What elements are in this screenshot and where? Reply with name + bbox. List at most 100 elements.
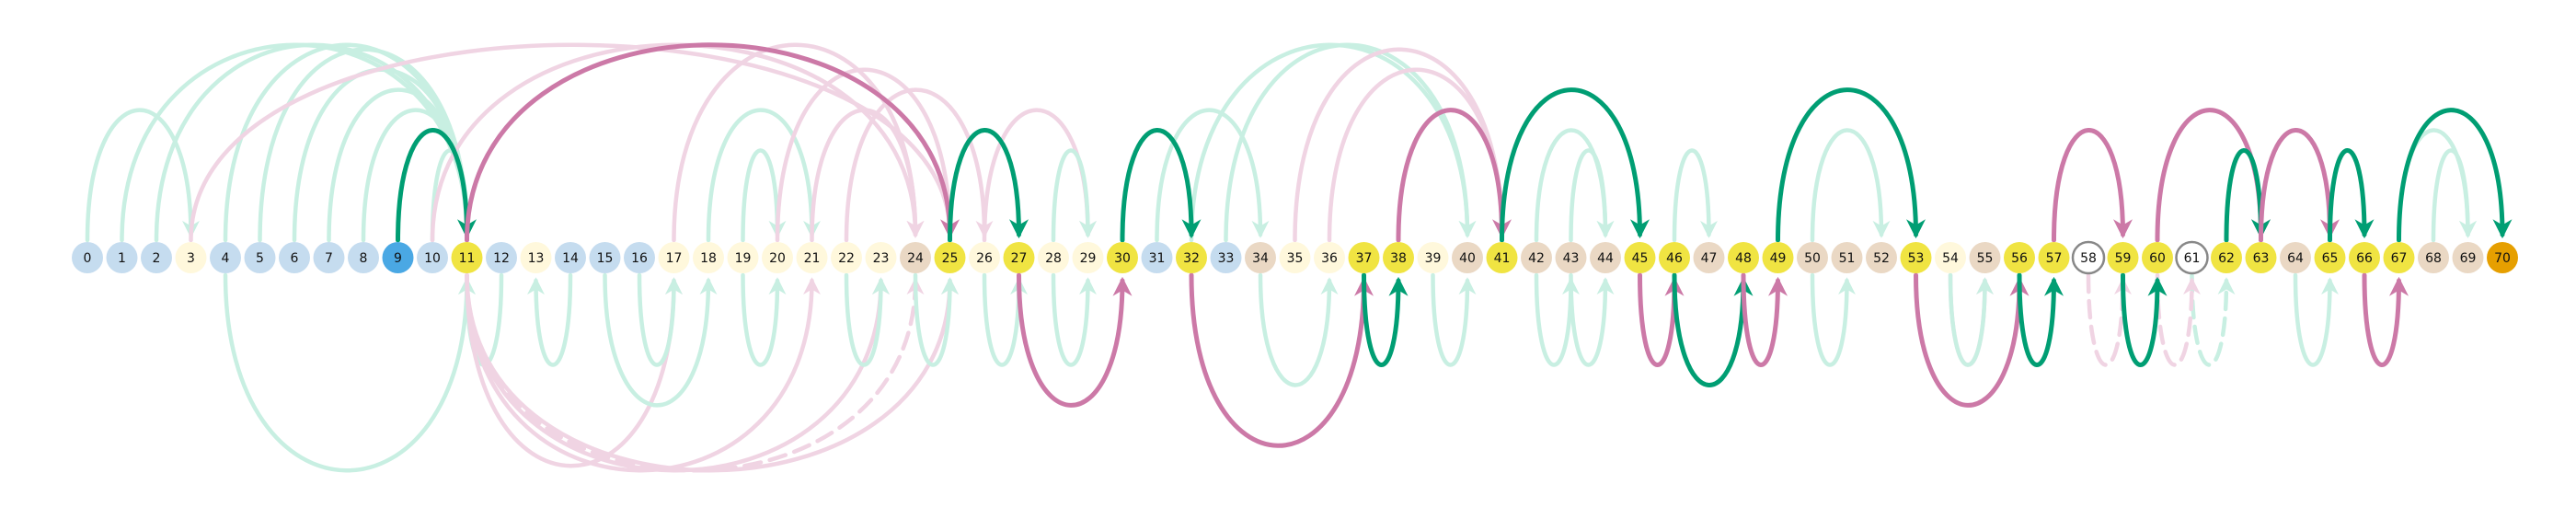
node-3: 3 [175,242,207,273]
node-54: 54 [1935,242,1966,273]
node-circle [1245,242,1276,273]
node-label: 69 [2460,251,2477,266]
node-label: 22 [838,251,855,266]
node-8: 8 [348,242,379,273]
node-circle [1728,242,1759,273]
arc-14-13 [527,272,573,367]
arc-38-41 [1396,108,1512,243]
arc-11-17 [465,272,683,468]
arc-4-11 [223,272,476,473]
node-label: 61 [2184,251,2201,266]
node-68: 68 [2418,242,2449,273]
node-circle [313,242,345,273]
node-label: 62 [2218,251,2235,266]
node-16: 16 [624,242,655,273]
node-label: 70 [2494,251,2511,266]
node-label: 11 [459,251,476,266]
node-18: 18 [693,242,724,273]
node-label: 24 [907,251,924,266]
node-circle [486,242,517,273]
node-circle [2349,242,2380,273]
arc-26-27 [982,272,1028,367]
arc-63-65 [2259,128,2340,243]
node-circle [1314,242,1345,273]
node-60: 60 [2142,242,2173,273]
node-label: 51 [1839,251,1856,266]
arc-25-27 [948,128,1029,243]
node-label: 45 [1632,251,1649,266]
node-19: 19 [727,242,759,273]
node-label: 7 [325,251,333,266]
node-label: 6 [291,251,299,266]
arc-42-43 [1534,272,1580,367]
arc-22-23 [844,272,890,367]
arc-28-29 [1051,272,1097,367]
arc-59-60 [2121,272,2168,368]
node-33: 33 [1210,242,1242,273]
node-61: 61 [2175,240,2209,275]
node-label: 34 [1252,251,1269,266]
arc-26-29 [982,108,1097,243]
node-label: 17 [666,251,683,266]
node-label: 13 [528,251,545,266]
node-circle [1797,242,1828,273]
arc-19-20 [741,272,787,367]
node-35: 35 [1279,242,1311,273]
arc-65-66 [2328,147,2375,243]
node-label: 0 [84,251,92,266]
node-label: 54 [1942,251,1959,266]
node-circle [1900,242,1932,273]
node-circle [900,242,931,273]
node-circle [2280,242,2311,273]
node-circle [865,242,897,273]
node-label: 46 [1666,251,1683,266]
node-41: 41 [1486,242,1518,273]
node-label: 16 [631,251,648,266]
node-circle [1452,242,1483,273]
node-circle [1624,242,1656,273]
arc-36-41 [1327,67,1511,243]
node-label: 42 [1528,251,1545,266]
node-22: 22 [831,242,862,273]
node-circle [417,242,448,273]
node-69: 69 [2452,242,2484,273]
node-circle [1969,242,2001,273]
node-circle [2418,242,2449,273]
node-label: 3 [187,251,195,266]
node-circle [72,242,103,273]
node-circle [1003,242,1035,273]
node-label: 65 [2322,251,2339,266]
faint-arcs-layer [85,42,2477,473]
node-circle [727,242,759,273]
node-53: 53 [1900,242,1932,273]
node-13: 13 [520,242,552,273]
node-5: 5 [244,242,276,273]
node-62: 62 [2211,242,2242,273]
node-circle [1279,242,1311,273]
node-label: 33 [1218,251,1235,266]
node-51: 51 [1831,242,1863,273]
node-25: 25 [934,242,966,273]
node-label: 12 [493,251,510,266]
node-circle [831,242,862,273]
node-label: 47 [1701,251,1718,266]
node-label: 44 [1597,251,1614,266]
node-23: 23 [865,242,897,273]
node-label: 8 [360,251,368,266]
node-label: 60 [2149,251,2166,266]
node-10: 10 [417,242,448,273]
arc-56-57 [2017,272,2064,368]
node-0: 0 [72,242,103,273]
node-63: 63 [2245,242,2277,273]
node-circle [624,242,655,273]
node-circle [1141,242,1173,273]
node-label: 64 [2287,251,2304,266]
arc-21-24 [810,108,925,243]
node-circle [796,242,828,273]
node-42: 42 [1521,242,1552,273]
arc-31-34 [1155,108,1270,243]
node-circle [520,242,552,273]
arc-17-24 [672,42,925,243]
arc-33-40 [1224,42,1477,243]
